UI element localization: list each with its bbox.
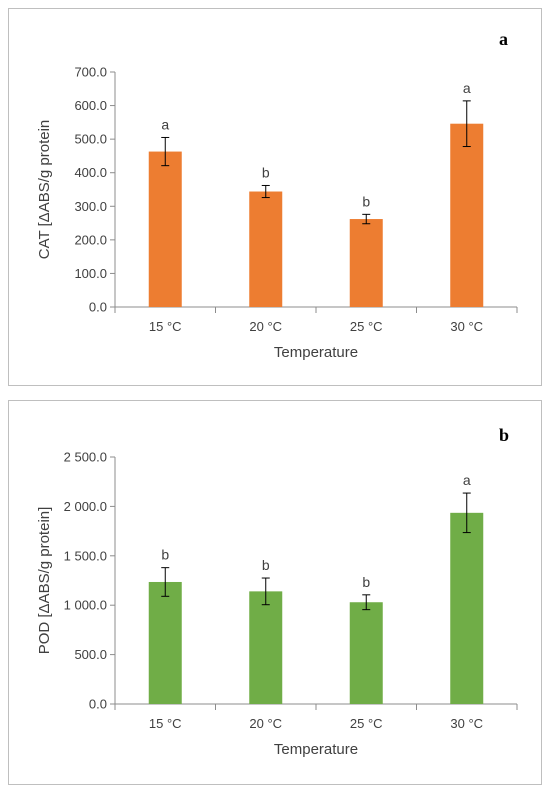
bar	[148, 151, 182, 307]
x-tick-label: 15 °C	[149, 716, 182, 731]
y-tick-label: 2 500.0	[64, 450, 107, 465]
significance-letter: a	[463, 80, 471, 96]
x-tick-label: 15 °C	[149, 319, 182, 334]
significance-letter: b	[362, 193, 370, 209]
cat-chart: 0.0 100.0 200.0 300.0 400.0 500.0 600.0 700.0 a 1…	[36, 65, 518, 361]
chart-panel-b: 0.0 500.0 1 000.0 1 500.0 2 000.0 2 500.0 b 15 …	[8, 400, 542, 785]
bar	[349, 602, 383, 704]
y-tick-label: 300.0	[74, 199, 107, 214]
y-tick-label: 500.0	[74, 647, 107, 662]
panel-label: a	[499, 29, 508, 49]
x-axis-title: Temperature	[274, 344, 358, 361]
bar	[148, 581, 182, 704]
significance-letter: b	[362, 574, 370, 590]
bar	[349, 219, 383, 307]
significance-letter: b	[262, 164, 270, 180]
x-tick-label: 20 °C	[249, 319, 282, 334]
y-tick-label: 200.0	[74, 232, 107, 247]
bar	[249, 591, 283, 704]
y-tick-label: 600.0	[74, 98, 107, 113]
x-tick-label: 20 °C	[249, 716, 282, 731]
x-tick-label: 25 °C	[350, 319, 383, 334]
y-tick-label: 2 000.0	[64, 499, 107, 514]
y-tick-label: 1 000.0	[64, 598, 107, 613]
x-tick-label: 30 °C	[450, 716, 483, 731]
pod-chart: 0.0 500.0 1 000.0 1 500.0 2 000.0 2 500.0 b 15 …	[36, 450, 518, 758]
y-tick-label: 1 500.0	[64, 548, 107, 563]
bar	[450, 512, 484, 704]
y-tick-label: 700.0	[74, 65, 107, 80]
y-axis-title: CAT [ΔABS/g protein	[36, 120, 53, 260]
significance-letter: a	[161, 116, 169, 132]
significance-letter: b	[161, 547, 169, 563]
y-axis-title: POD [ΔABS/g protein]	[36, 507, 53, 655]
x-axis-title: Temperature	[274, 741, 358, 758]
x-tick-label: 30 °C	[450, 319, 483, 334]
bar	[450, 123, 484, 307]
y-tick-label: 0.0	[89, 697, 107, 712]
x-tick-label: 25 °C	[350, 716, 383, 731]
chart-panel-a: 0.0 100.0 200.0 300.0 400.0 500.0 600.0 700.0 a 1…	[8, 8, 542, 386]
y-tick-label: 100.0	[74, 266, 107, 281]
significance-letter: b	[262, 557, 270, 573]
bar	[249, 191, 283, 307]
y-tick-label: 500.0	[74, 132, 107, 147]
panel-label: b	[499, 425, 510, 445]
significance-letter: a	[463, 472, 471, 488]
y-tick-label: 400.0	[74, 165, 107, 180]
y-tick-label: 0.0	[89, 300, 107, 315]
